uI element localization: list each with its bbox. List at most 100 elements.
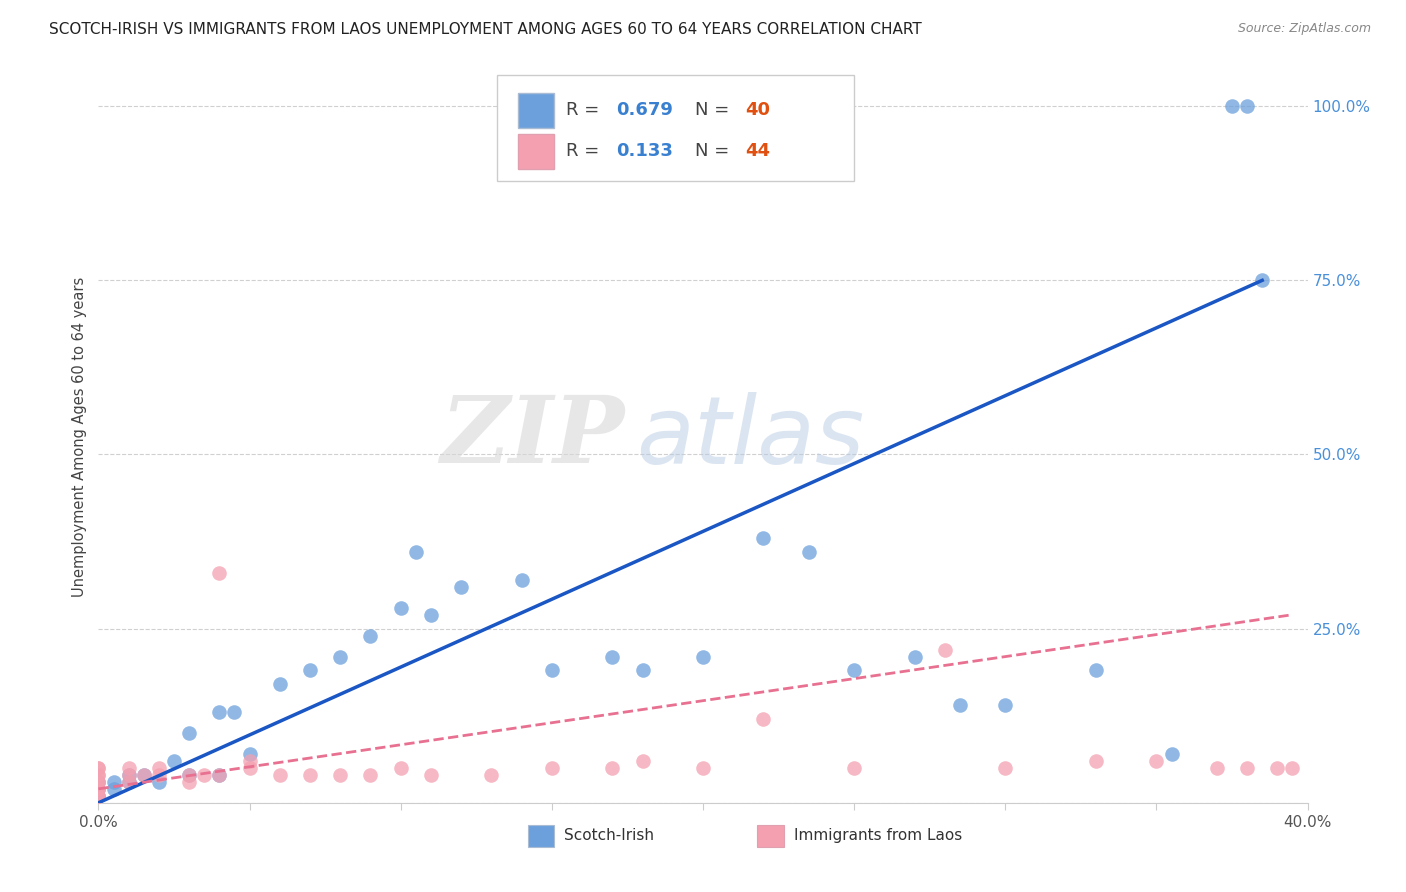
Point (602, 761, 624, 775)
Point (360, 768, 382, 782)
Point (752, 712, 775, 726)
Point (299, 664, 322, 678)
Point (420, 607, 443, 622)
Point (87, 761, 110, 775)
Point (1144, 754, 1167, 768)
Point (224, 705, 246, 719)
Point (329, 649, 352, 664)
Point (1281, 761, 1303, 775)
FancyBboxPatch shape (527, 825, 554, 847)
Point (1160, 747, 1182, 761)
Point (87, 781, 110, 796)
FancyBboxPatch shape (517, 134, 554, 169)
Point (540, 761, 562, 775)
Point (692, 649, 714, 664)
Point (510, 573, 533, 587)
Text: ZIP: ZIP (440, 392, 624, 482)
Point (481, 768, 503, 782)
Point (87, 789, 110, 803)
Point (208, 705, 231, 719)
Point (844, 664, 866, 678)
Point (87, 781, 110, 796)
Point (87, 775, 110, 789)
Point (239, 761, 262, 775)
Point (208, 768, 231, 782)
Point (1267, 761, 1289, 775)
Point (360, 629, 382, 643)
Point (389, 600, 412, 615)
Text: atlas: atlas (637, 392, 865, 483)
Text: N =: N = (695, 142, 734, 160)
Point (118, 775, 141, 789)
Point (132, 768, 155, 782)
Point (208, 566, 231, 580)
Point (1251, 273, 1274, 287)
Point (87, 768, 110, 782)
Point (329, 768, 352, 782)
Point (269, 677, 291, 691)
Point (239, 754, 262, 768)
Point (752, 531, 775, 545)
FancyBboxPatch shape (758, 825, 785, 847)
Point (797, 545, 820, 559)
Text: R =: R = (567, 101, 606, 120)
Text: 40: 40 (745, 101, 770, 120)
Point (148, 761, 170, 775)
Point (1220, 99, 1243, 113)
Point (87, 775, 110, 789)
Point (1085, 754, 1108, 768)
Point (1206, 761, 1229, 775)
Point (208, 768, 231, 782)
Point (1085, 664, 1108, 678)
Text: 44: 44 (745, 142, 770, 160)
Point (692, 761, 714, 775)
Point (904, 649, 927, 664)
Point (87, 768, 110, 782)
Point (103, 781, 125, 796)
FancyBboxPatch shape (517, 93, 554, 128)
Point (148, 768, 170, 782)
Point (103, 775, 125, 789)
FancyBboxPatch shape (498, 75, 855, 181)
Point (118, 768, 141, 782)
Text: N =: N = (695, 101, 734, 120)
Point (949, 698, 972, 713)
Point (87, 775, 110, 789)
Point (1236, 761, 1258, 775)
Point (450, 580, 472, 594)
Point (118, 775, 141, 789)
Point (118, 761, 141, 775)
Point (179, 768, 201, 782)
Point (844, 761, 866, 775)
Point (179, 768, 201, 782)
Point (602, 649, 624, 664)
Point (994, 761, 1017, 775)
Point (179, 775, 201, 789)
Text: 0.679: 0.679 (616, 101, 673, 120)
Point (1236, 99, 1258, 113)
Point (420, 768, 443, 782)
Point (631, 664, 654, 678)
Point (132, 768, 155, 782)
Point (118, 768, 141, 782)
Point (179, 726, 201, 740)
Text: SCOTCH-IRISH VS IMMIGRANTS FROM LAOS UNEMPLOYMENT AMONG AGES 60 TO 64 YEARS CORR: SCOTCH-IRISH VS IMMIGRANTS FROM LAOS UNE… (49, 22, 922, 37)
Point (299, 768, 322, 782)
Text: Source: ZipAtlas.com: Source: ZipAtlas.com (1237, 22, 1371, 36)
Text: R =: R = (567, 142, 606, 160)
Point (87, 789, 110, 803)
Point (163, 754, 186, 768)
Point (405, 545, 427, 559)
Point (87, 781, 110, 796)
Text: Immigrants from Laos: Immigrants from Laos (793, 828, 962, 843)
Point (239, 747, 262, 761)
Point (389, 761, 412, 775)
Point (269, 768, 291, 782)
Point (934, 642, 956, 657)
Point (994, 698, 1017, 713)
Point (193, 768, 215, 782)
Point (87, 761, 110, 775)
Point (87, 789, 110, 803)
Text: 0.133: 0.133 (616, 142, 673, 160)
Point (631, 754, 654, 768)
